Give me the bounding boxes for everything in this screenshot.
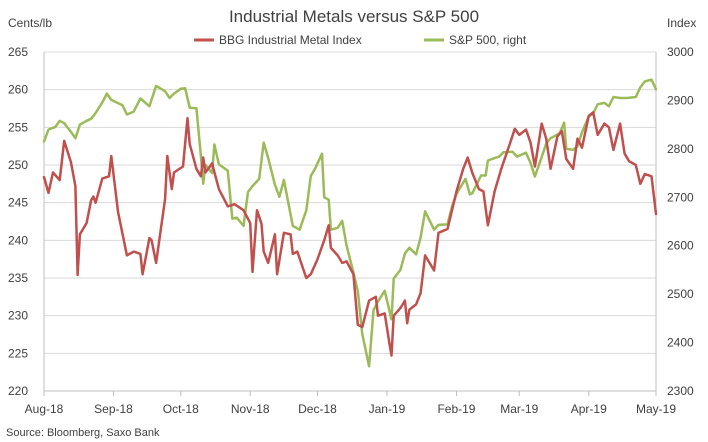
- left-tick-label: 260: [8, 83, 28, 97]
- series: [42, 78, 658, 368]
- x-tick-label: Nov-18: [231, 402, 270, 416]
- right-tick-label: 2500: [667, 287, 694, 301]
- x-tick-label: Dec-18: [298, 402, 337, 416]
- left-tick-label: 250: [8, 158, 28, 172]
- series-line-sp500: [42, 78, 658, 368]
- right-tick-label: 2300: [667, 384, 694, 398]
- x-tick-label: Sep-18: [94, 402, 133, 416]
- axes: 265 260 255 250 245 240 235 230 225 220 3000 2900 28…: [8, 45, 694, 416]
- right-axis-label: Index: [667, 16, 696, 30]
- right-tick-label: 3000: [667, 45, 694, 59]
- source-note: Source: Bloomberg, Saxo Bank: [6, 427, 160, 439]
- left-tick-label: 230: [8, 309, 28, 323]
- left-tick-label: 240: [8, 233, 28, 247]
- right-tick-label: 2400: [667, 336, 694, 350]
- right-tick-label: 2700: [667, 190, 694, 204]
- left-tick-label: 265: [8, 45, 28, 59]
- right-tick-label: 2800: [667, 142, 694, 156]
- left-tick-label: 245: [8, 196, 28, 210]
- x-tick-label: Feb-19: [437, 402, 475, 416]
- x-tick-label: May-19: [636, 402, 676, 416]
- left-tick-label: 235: [8, 271, 28, 285]
- x-tick-label: Oct-18: [163, 402, 199, 416]
- right-tick-label: 2600: [667, 239, 694, 253]
- left-tick-label: 255: [8, 120, 28, 134]
- left-tick-label: 225: [8, 346, 28, 360]
- x-tick-label: Apr-19: [571, 402, 607, 416]
- legend-label-sp500: S&P 500, right: [449, 33, 527, 47]
- legend: BBG Industrial Metal Index S&P 500, righ…: [194, 33, 527, 47]
- x-tick-label: Jan-19: [369, 402, 406, 416]
- series-line-metals: [42, 111, 658, 357]
- x-tick-label: Aug-18: [25, 402, 64, 416]
- chart-title: Industrial Metals versus S&P 500: [229, 7, 479, 26]
- left-tick-label: 220: [8, 384, 28, 398]
- gridlines: [44, 51, 656, 392]
- x-tick-label: Mar-19: [500, 402, 538, 416]
- right-tick-label: 2900: [667, 93, 694, 107]
- left-axis-label: Cents/lb: [8, 16, 52, 30]
- legend-label-metals: BBG Industrial Metal Index: [219, 33, 362, 47]
